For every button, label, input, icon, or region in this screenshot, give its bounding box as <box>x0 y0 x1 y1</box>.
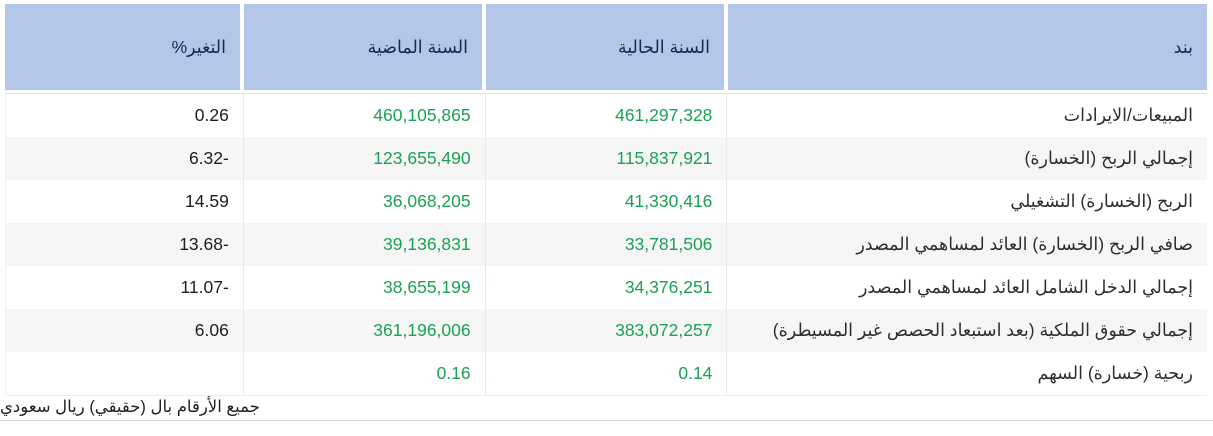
cell-current-year: 0.14 <box>484 352 727 395</box>
table-row: إجمالي حقوق الملكية (بعد استبعاد الحصص غ… <box>6 309 1207 352</box>
cell-current-year: 383,072,257 <box>484 309 727 352</box>
cell-item: إجمالي حقوق الملكية (بعد استبعاد الحصص غ… <box>726 309 1207 352</box>
currency-note: جميع الأرقام بال (حقيقي) ريال سعودي <box>0 398 260 416</box>
cell-previous-year: 460,105,865 <box>242 94 485 137</box>
cell-item: المبيعات/الايرادات <box>726 94 1207 137</box>
column-header-previous-year: السنة الماضية <box>244 4 482 90</box>
cell-item: إجمالي الربح (الخسارة) <box>726 137 1207 180</box>
cell-current-year: 41,330,416 <box>484 180 727 223</box>
cell-previous-year: 361,196,006 <box>242 309 485 352</box>
table-body: المبيعات/الايرادات 461,297,328 460,105,865… <box>5 93 1207 396</box>
column-header-current-year: السنة الحالية <box>486 4 724 90</box>
table-row: إجمالي الدخل الشامل العائد لمساهمي المصد… <box>6 266 1207 309</box>
cell-current-year: 461,297,328 <box>484 94 727 137</box>
cell-item: ربحية (خسارة) السهم <box>726 352 1207 395</box>
cell-change-percent: 14.59 <box>185 191 229 211</box>
cell-current-year: 115,837,921 <box>484 137 727 180</box>
cell-change-percent: 0.26 <box>194 105 229 125</box>
cell-item: إجمالي الدخل الشامل العائد لمساهمي المصد… <box>726 266 1207 309</box>
column-header-item: بند <box>728 4 1207 90</box>
cell-previous-year: 39,136,831 <box>242 223 485 266</box>
cell-previous-year: 0.16 <box>242 352 485 395</box>
cell-change-percent: 6.06 <box>194 320 229 340</box>
table-row: ربحية (خسارة) السهم 0.14 0.16 <box>6 352 1207 395</box>
financial-results-table: بند السنة الحالية السنة الماضية التغير% … <box>5 4 1207 396</box>
cell-previous-year: 38,655,199 <box>242 266 485 309</box>
cell-change-percent: -13.68 <box>179 234 229 254</box>
column-header-change-percent: التغير% <box>5 4 240 90</box>
cell-change-percent: -6.32 <box>188 148 229 168</box>
cell-previous-year: 123,655,490 <box>242 137 485 180</box>
table-row: إجمالي الربح (الخسارة) 115,837,921 123,655… <box>6 137 1207 180</box>
cell-previous-year: 36,068,205 <box>242 180 485 223</box>
bottom-divider <box>0 420 1213 421</box>
table-row: صافي الربح (الخسارة) العائد لمساهمي المص… <box>6 223 1207 266</box>
cell-change-percent <box>6 352 243 395</box>
table-row: الربح (الخسارة) التشغيلي 41,330,416 36,068… <box>6 180 1207 223</box>
cell-current-year: 34,376,251 <box>484 266 727 309</box>
cell-change-percent: -11.07 <box>180 277 229 297</box>
cell-item: صافي الربح (الخسارة) العائد لمساهمي المص… <box>726 223 1207 266</box>
table-header-row: بند السنة الحالية السنة الماضية التغير% <box>5 4 1207 90</box>
table-row: المبيعات/الايرادات 461,297,328 460,105,865… <box>6 94 1207 137</box>
cell-current-year: 33,781,506 <box>484 223 727 266</box>
cell-item: الربح (الخسارة) التشغيلي <box>726 180 1207 223</box>
